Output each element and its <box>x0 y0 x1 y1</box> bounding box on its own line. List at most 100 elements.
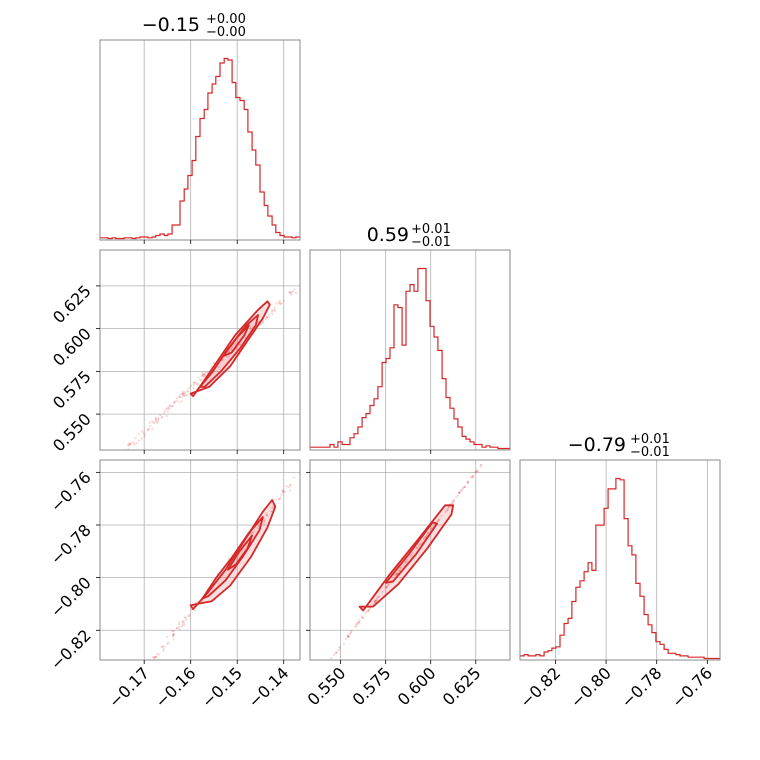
contour-p0_p1_mid <box>199 314 260 388</box>
scatter-point <box>103 474 105 476</box>
scatter-point <box>169 404 172 407</box>
scatter-point <box>357 621 360 624</box>
x-tick-label-param-1: 0.575 <box>349 663 395 709</box>
scatter-point <box>257 524 260 528</box>
scatter-point <box>445 509 448 513</box>
scatter-point <box>328 661 330 663</box>
scatter-point <box>141 430 144 433</box>
scatter-point <box>132 441 135 444</box>
y-tick-label-row-2: −0.78 <box>47 520 95 568</box>
scatter-point <box>282 490 285 493</box>
scatter-point <box>184 392 187 396</box>
contours <box>189 499 277 611</box>
scatter-point <box>108 713 110 715</box>
scatter-point <box>188 386 191 390</box>
scatter-point <box>183 394 186 397</box>
scatter-point <box>444 511 447 514</box>
scatter-point <box>183 394 186 397</box>
scatter-point <box>203 372 206 375</box>
title-param-0-median: −0.15 <box>142 14 200 36</box>
scatter-point <box>437 519 440 522</box>
scatter-point <box>184 616 187 619</box>
title-param-2-plus: +0.01 <box>630 432 670 447</box>
scatter-point <box>447 506 451 509</box>
scatter-point <box>316 674 318 676</box>
scatter-point <box>409 554 412 557</box>
scatter-point <box>145 665 147 667</box>
scatter-point <box>154 656 157 659</box>
scatter-point <box>271 309 274 312</box>
scatter-point <box>182 621 185 625</box>
scatter-point <box>495 445 497 447</box>
scatter-point <box>281 491 285 494</box>
y-tick-label-row-2: −0.80 <box>47 573 95 621</box>
scatter-point <box>317 674 319 676</box>
x-tick-label-param-2: −0.80 <box>567 663 615 711</box>
scatter-point <box>398 568 401 571</box>
scatter-point <box>279 496 282 499</box>
scatter-point <box>418 543 421 546</box>
scatter-point <box>116 712 118 714</box>
scatter-point <box>450 502 453 505</box>
scatter-point <box>417 544 420 547</box>
scatter-point <box>416 546 419 549</box>
scatter-point <box>183 391 187 394</box>
scatter-point <box>354 626 357 629</box>
scatter-point <box>285 485 288 488</box>
title-param-2-minus: −0.01 <box>630 445 670 460</box>
scatter-point <box>464 485 467 489</box>
scatter-point <box>161 645 164 649</box>
scatter-point <box>192 387 195 390</box>
scatter-point <box>463 486 466 489</box>
scatter-point <box>330 656 333 660</box>
scatter-point <box>496 445 498 447</box>
scatter-point <box>474 471 477 474</box>
scatter-point <box>280 302 283 305</box>
scatter-points <box>103 288 298 476</box>
scatter-point <box>273 308 276 312</box>
scatter-point <box>368 608 371 612</box>
scatter-point <box>230 348 233 351</box>
scatter-point <box>399 566 402 570</box>
scatter-point <box>376 597 379 601</box>
scatter-point <box>373 599 376 602</box>
scatter-point <box>181 390 184 393</box>
scatter-point <box>275 302 278 305</box>
scatter-point <box>395 572 398 575</box>
scatter-point <box>168 404 171 407</box>
title-param-2-median: −0.79 <box>568 434 626 456</box>
scatter-point <box>293 476 296 479</box>
scatter-point <box>148 427 151 430</box>
scatter-point <box>316 675 318 677</box>
scatter-point <box>142 431 145 434</box>
scatter-point <box>168 407 171 410</box>
scatter-point <box>325 664 327 666</box>
scatter-point <box>367 609 370 613</box>
scatter-point <box>394 573 397 576</box>
scatter-point <box>489 453 491 455</box>
scatter-point <box>148 661 150 663</box>
scatter-point <box>497 444 499 446</box>
scatter-point <box>128 443 132 446</box>
scatter-point <box>166 415 169 418</box>
scatter-point <box>190 608 193 612</box>
scatter-point <box>162 647 165 651</box>
scatter-point <box>498 442 500 444</box>
scatter-point <box>163 645 166 648</box>
scatter-point <box>154 417 158 420</box>
scatter-point <box>338 646 341 649</box>
scatter-point <box>387 583 390 587</box>
panel-frame <box>309 459 511 661</box>
scatter-point <box>451 500 454 503</box>
scatter-point <box>181 625 184 628</box>
scatter-point <box>174 401 177 404</box>
scatter-point <box>461 488 464 491</box>
scatter-point <box>106 718 108 720</box>
scatter-point <box>192 384 195 387</box>
scatter-point <box>167 641 170 644</box>
scatter-point <box>261 320 265 323</box>
scatter-point <box>348 633 351 636</box>
scatter-point <box>338 646 341 649</box>
scatter-point <box>422 537 425 540</box>
scatter-point <box>349 630 352 634</box>
